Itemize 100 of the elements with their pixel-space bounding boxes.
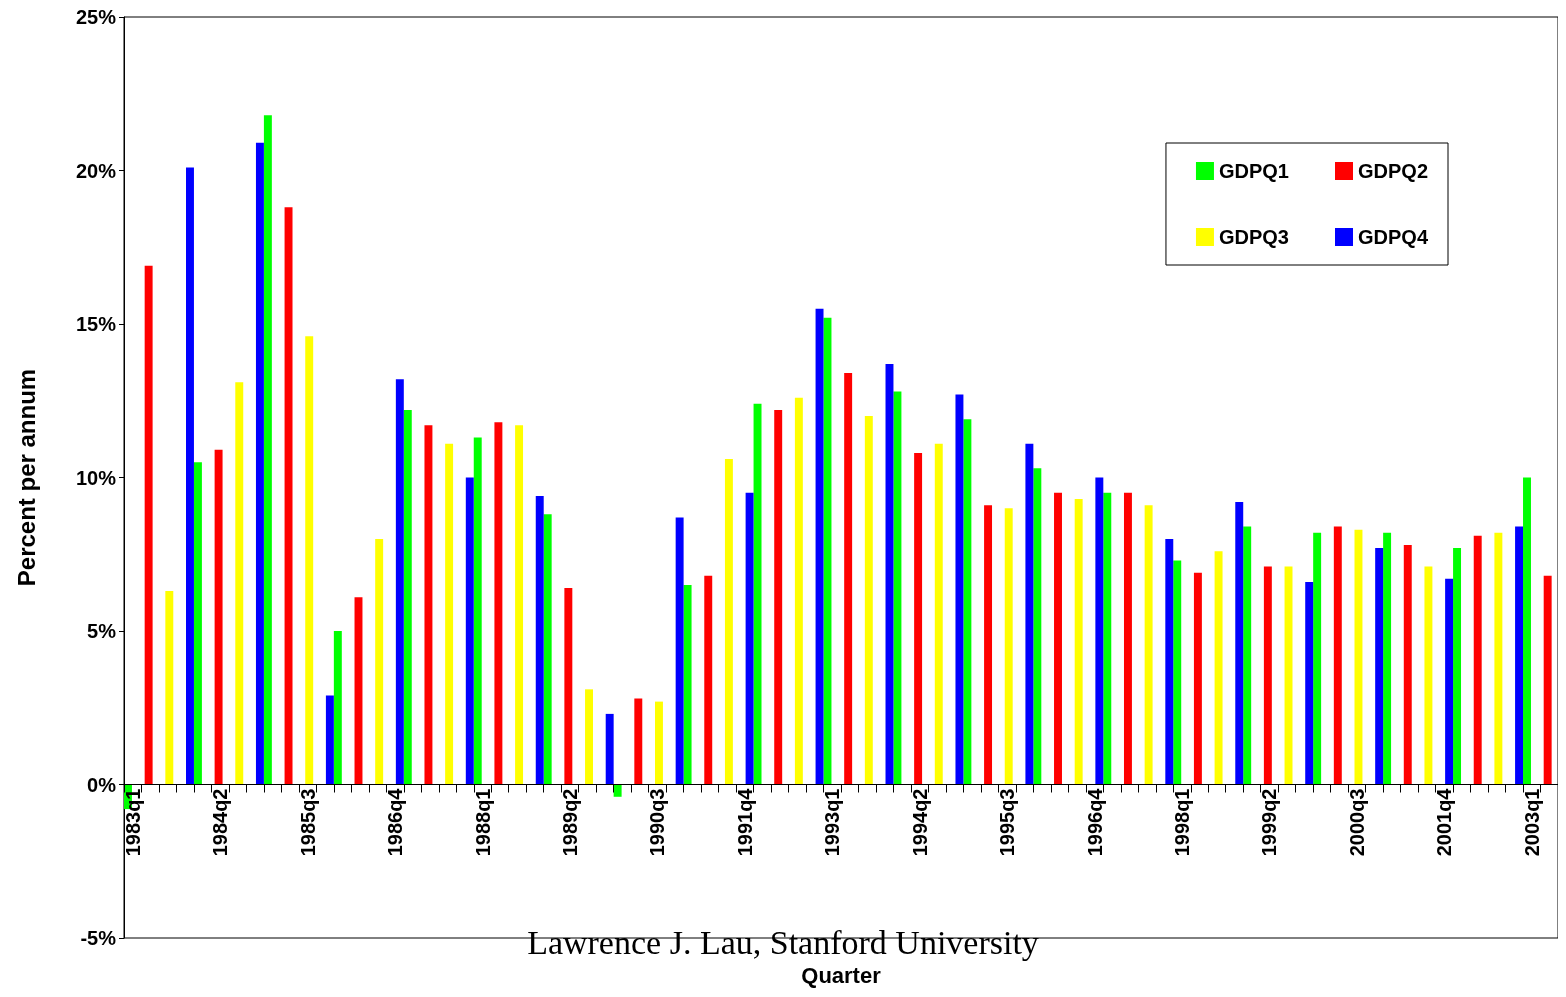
bar [963,419,972,785]
bar [815,308,824,785]
bar [1243,526,1252,785]
bar [1263,566,1272,785]
bar [1473,535,1482,785]
x-tick-label: 1994q2 [908,788,931,857]
y-tick-label: 15% [75,313,117,335]
bar [634,698,643,785]
bar [1543,575,1552,785]
bar [1214,551,1223,785]
legend-label: GDPQ4 [1357,226,1429,248]
bar [1144,505,1153,785]
x-tick-label: 1988q1 [471,788,494,857]
x-tick-label: 2001q4 [1433,787,1456,857]
bar [144,265,153,785]
x-tick-label: 2000q3 [1345,788,1368,857]
bar [724,459,733,785]
bar [1523,477,1531,785]
bar [1494,532,1503,785]
bar [1123,492,1132,785]
y-tick-label: 5% [87,620,117,642]
bar [186,167,194,785]
x-tick-label: 1996q4 [1083,787,1106,857]
legend-label: GDPQ3 [1218,226,1289,248]
bar [1074,498,1083,785]
bar [774,409,783,785]
bar [955,394,964,785]
y-tick-label: 20% [75,159,117,182]
bar [704,575,713,785]
x-tick-label: 1991q4 [733,787,756,857]
bar [1054,492,1062,785]
bar [794,397,803,785]
bar [1333,526,1342,785]
bar [235,382,244,785]
bar [1515,526,1524,785]
bar [1375,548,1384,785]
bar [165,591,174,785]
bar [745,492,754,785]
bar [1173,560,1182,785]
bar [1424,566,1433,785]
x-tick-label: 1984q2 [209,788,232,857]
bar [1025,443,1034,785]
bar [1453,548,1462,785]
bar [1445,578,1454,785]
bar [515,425,524,785]
x-tick-label: 1985q3 [296,788,319,857]
bar [403,409,412,785]
bar [305,336,314,785]
bar [445,443,454,785]
bar [753,403,762,785]
bar [473,437,482,785]
bar [1284,566,1293,785]
x-tick-label: 2003q1 [1520,788,1543,857]
bar [914,452,923,785]
y-tick-label: 10% [75,466,117,489]
bar [494,422,503,785]
x-tick-label: 1983q1 [121,788,144,857]
bar [605,713,614,785]
bar [864,416,873,785]
bar [1193,572,1202,785]
y-tick-label: 25% [75,6,117,28]
bar [1165,538,1174,785]
x-tick-label: 1989q2 [558,788,581,857]
bar [1103,492,1112,785]
bar [1095,477,1104,785]
bar [613,784,622,797]
bar [333,631,342,785]
annotation: Lawrence J. Lau, Stanford University [527,923,1039,961]
bar [325,695,334,785]
bar [934,443,943,785]
y-tick-label: -5% [80,927,117,949]
legend-label: GDPQ2 [1357,160,1429,182]
bar [1403,545,1412,785]
bar [263,115,272,785]
bar [375,538,384,785]
bar [1004,508,1013,785]
bar [424,425,433,785]
y-tick-label: 0% [87,773,117,796]
bar [984,505,993,785]
bar [844,373,853,785]
bar [585,689,593,785]
bar [1313,532,1322,785]
bar [564,588,573,785]
bar [1305,581,1314,785]
bar [465,477,474,785]
x-tick-label: 1998q1 [1171,788,1194,857]
x-tick-label: 1995q3 [996,788,1019,857]
bar [255,142,264,785]
bar [654,701,663,785]
x-tick-label: 1999q2 [1258,788,1281,857]
bar [395,379,404,785]
x-tick-label: 1986q4 [384,787,407,857]
legend-label: GDPQ1 [1218,160,1289,182]
bar [893,391,902,785]
x-tick-label: 1990q3 [646,788,669,857]
bar [1033,468,1042,785]
bar [214,449,223,785]
bar [284,207,293,785]
bar [543,514,552,785]
x-axis-title: Quarter [801,963,882,988]
